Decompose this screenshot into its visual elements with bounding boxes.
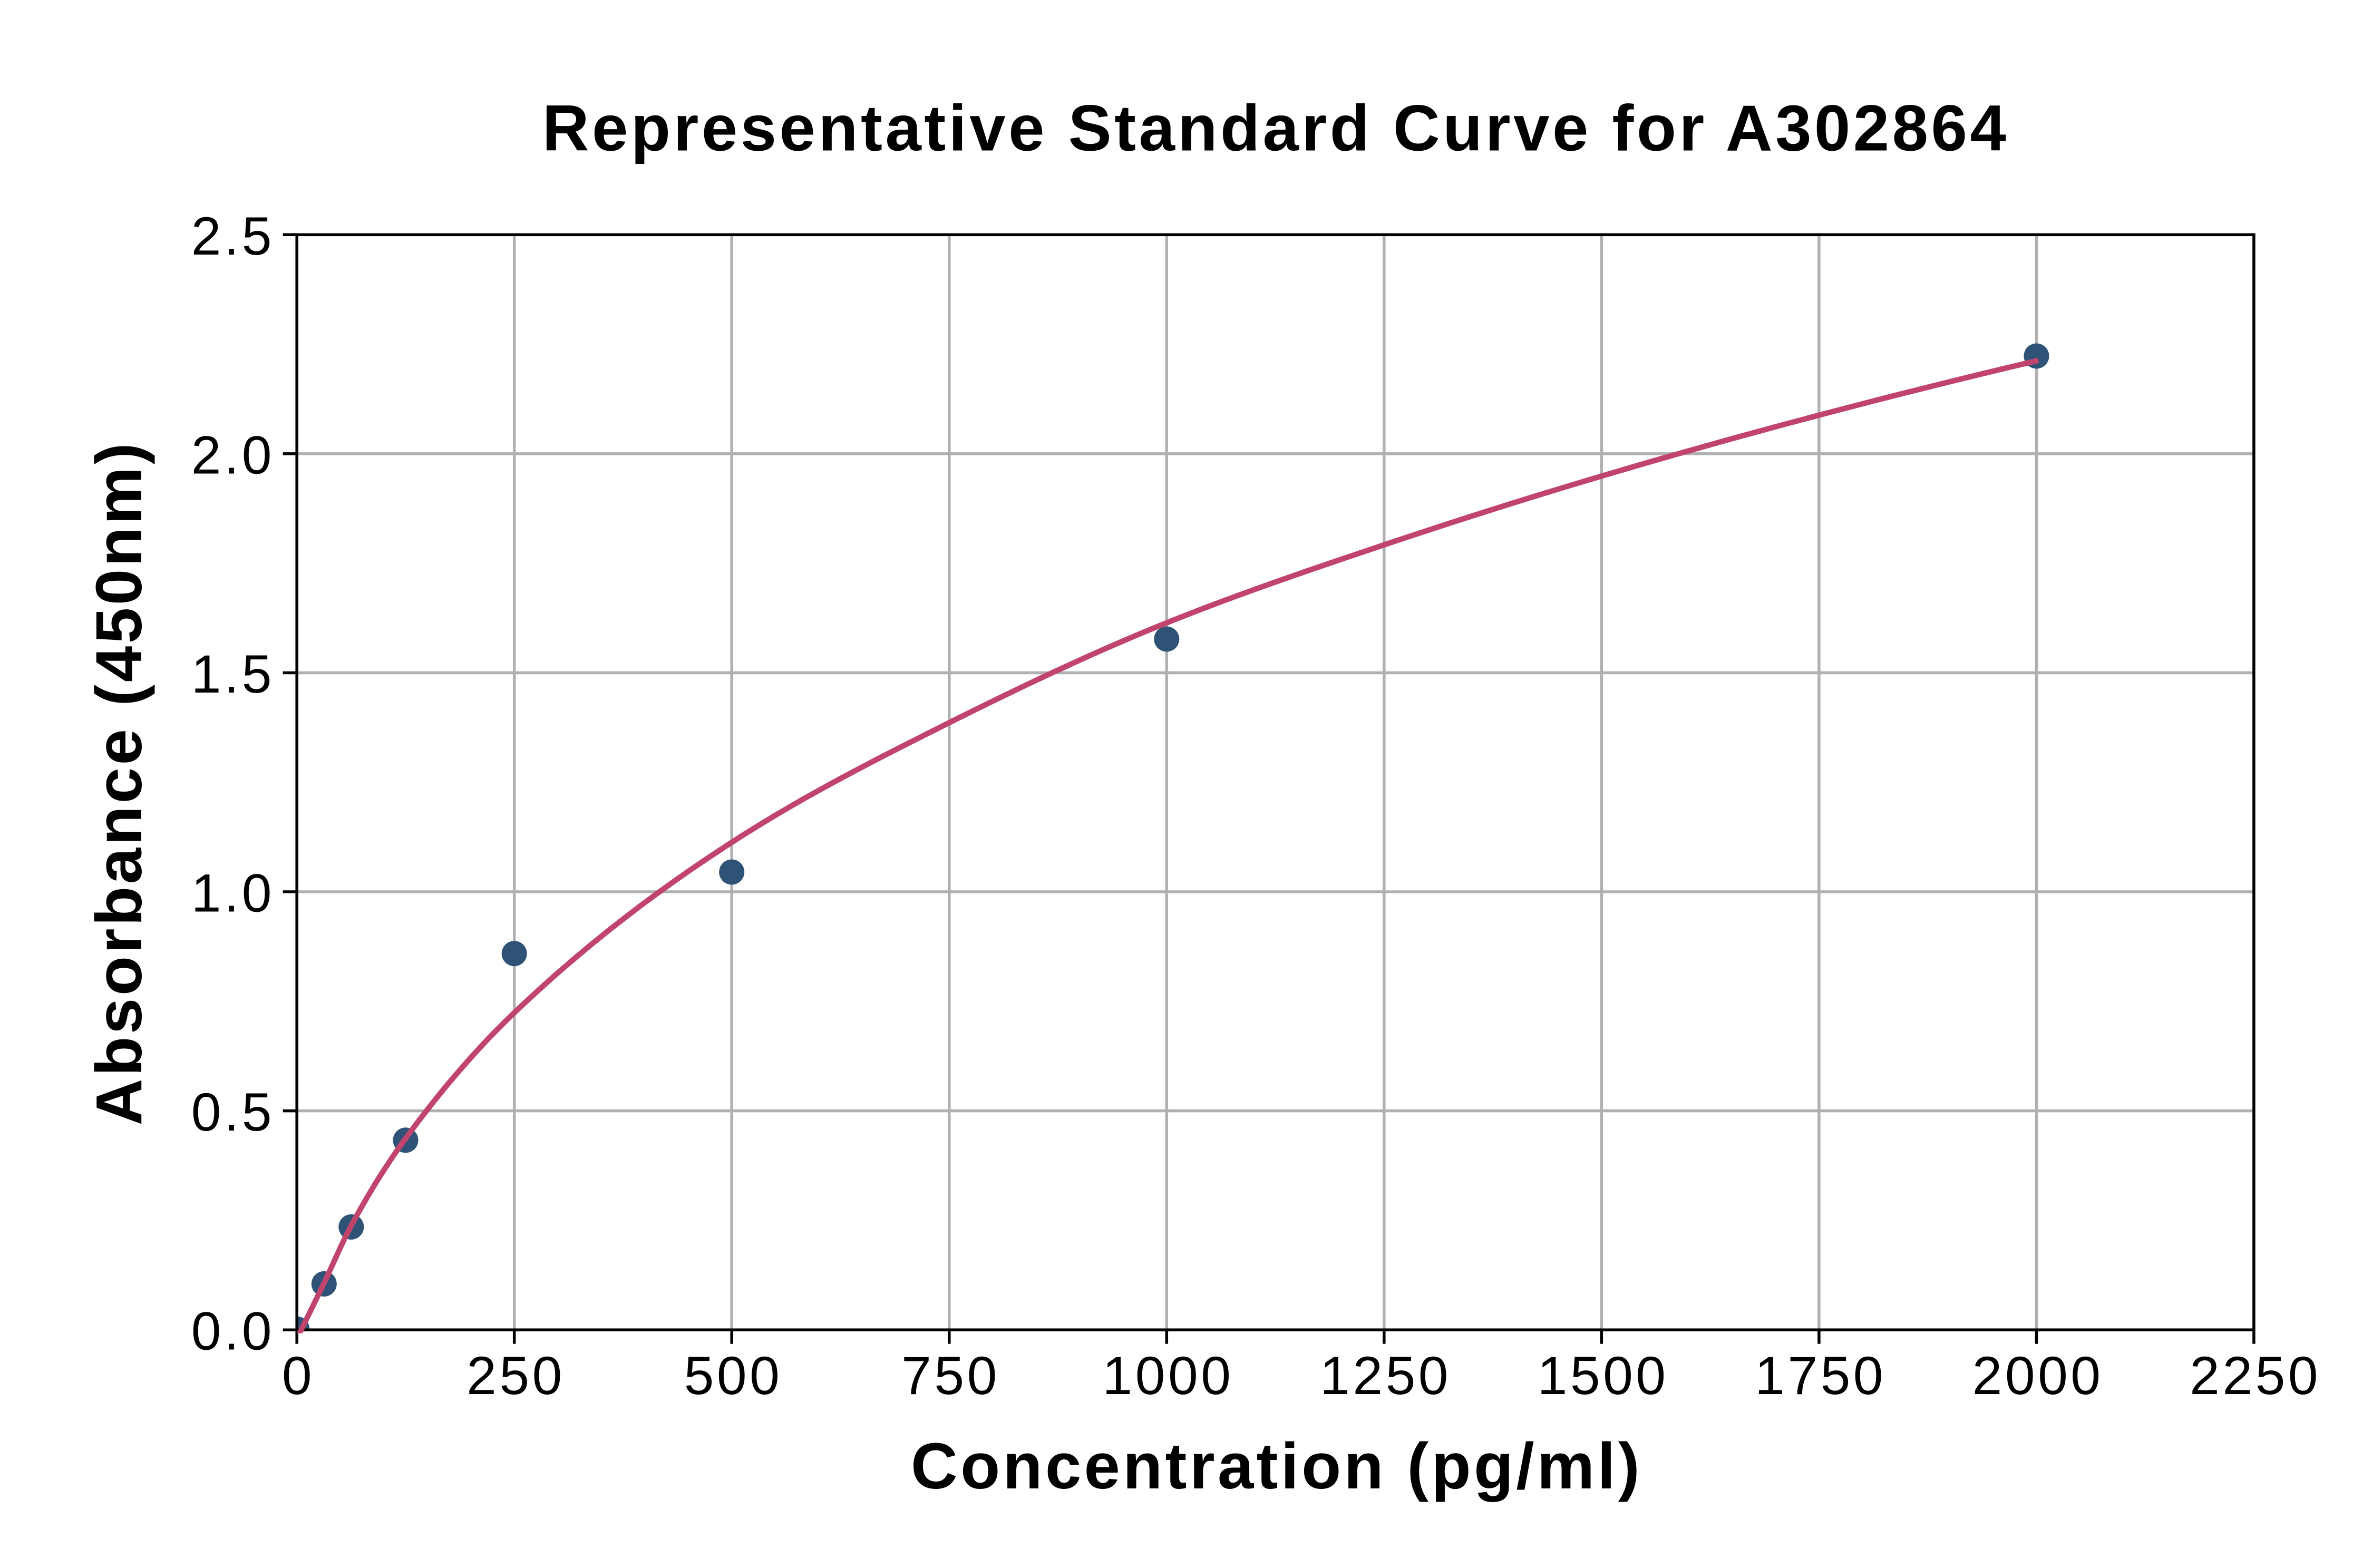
svg-text:Concentration (pg/ml): Concentration (pg/ml)	[911, 1430, 1642, 1503]
svg-text:1500: 1500	[1538, 1346, 1669, 1406]
svg-text:500: 500	[684, 1346, 783, 1406]
svg-text:Representative Standard Curve: Representative Standard Curve for A30286…	[542, 93, 2009, 165]
svg-text:1.0: 1.0	[191, 863, 275, 923]
svg-text:1.5: 1.5	[191, 644, 275, 704]
svg-text:750: 750	[901, 1346, 1000, 1406]
svg-text:Absorbance (450nm): Absorbance (450nm)	[83, 441, 155, 1125]
svg-text:1000: 1000	[1103, 1346, 1234, 1406]
svg-text:2000: 2000	[1972, 1346, 2104, 1406]
svg-text:2.5: 2.5	[191, 206, 275, 266]
svg-text:0.5: 0.5	[191, 1082, 275, 1142]
svg-text:2250: 2250	[2190, 1346, 2321, 1406]
svg-text:250: 250	[466, 1346, 565, 1406]
svg-text:1250: 1250	[1320, 1346, 1451, 1406]
svg-text:0: 0	[282, 1346, 315, 1406]
svg-text:2.0: 2.0	[191, 425, 275, 485]
svg-text:1750: 1750	[1755, 1346, 1886, 1406]
svg-text:0.0: 0.0	[191, 1301, 275, 1361]
